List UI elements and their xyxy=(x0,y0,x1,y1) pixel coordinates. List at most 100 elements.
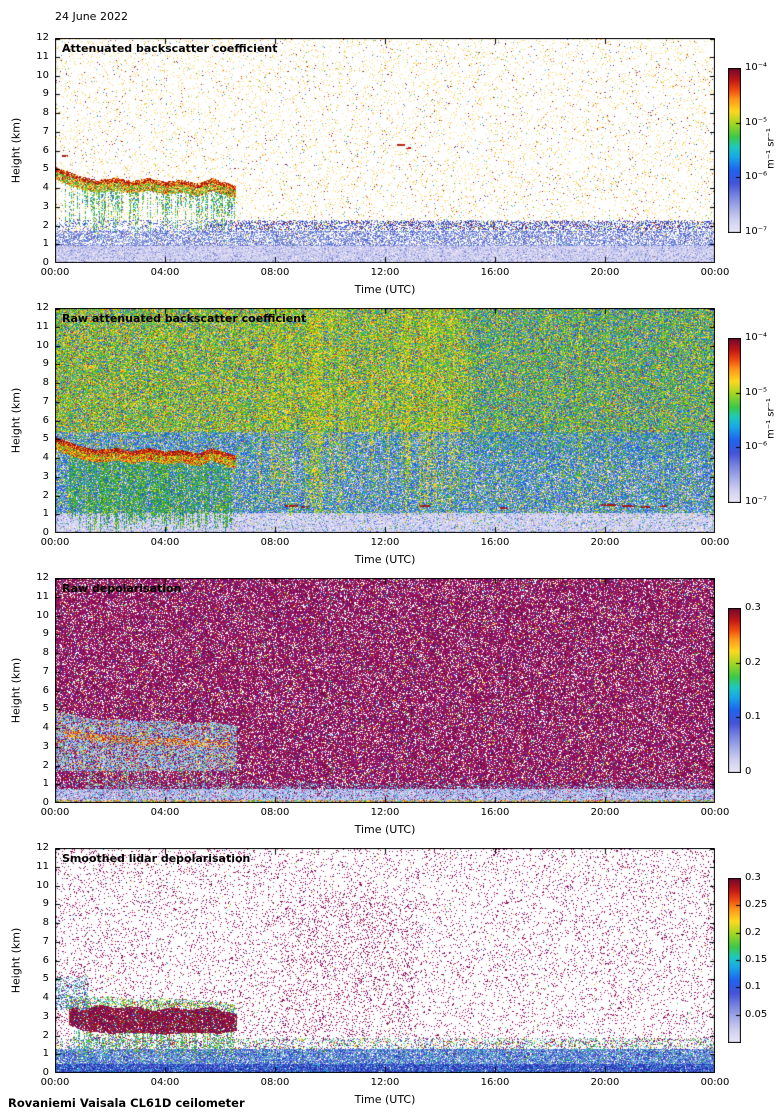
colorbar-ticks: 0.3 0.2 0.1 0 xyxy=(745,578,780,803)
x-tick-label: 00:00 xyxy=(40,537,70,548)
y-tick-label: 11 xyxy=(36,320,49,332)
panel-raw-attenuated-backscatter: Height (km) 0 1 2 3 4 5 6 7 8 9 10 11 12 Raw attenua… xyxy=(0,302,780,578)
x-axis-label: Time (UTC) xyxy=(354,823,416,836)
heatmap-attenuated-backscatter xyxy=(55,38,715,263)
colorbar-tick-label: 10⁻⁵ xyxy=(745,116,768,128)
colorbar-tick-label: 0.3 xyxy=(745,872,761,883)
x-tick-label: 16:00 xyxy=(480,1077,510,1088)
x-tick-label: 12:00 xyxy=(370,1077,400,1088)
colorbar-ticks: 10⁻⁴ 10⁻⁵ 10⁻⁶ 10⁻⁷ xyxy=(745,38,780,263)
y-tick-label: 8 xyxy=(42,917,49,928)
y-tick-label: 8 xyxy=(42,647,49,658)
y-tick-label: 5 xyxy=(42,703,49,715)
colorbar-tick-label: 10⁻⁵ xyxy=(745,386,768,398)
colorbar-tick-label: 10⁻⁷ xyxy=(745,226,768,237)
y-tick-label: 12 xyxy=(36,302,49,313)
panel-title: Raw attenuated backscatter coefficient xyxy=(62,312,307,325)
panel-raw-depolarisation: Height (km) 0 1 2 3 4 5 6 7 8 9 10 11 12 Raw depolar… xyxy=(0,572,780,848)
y-tick-label: 2 xyxy=(42,1029,49,1041)
y-tick-label: 9 xyxy=(42,88,49,100)
x-axis-ticks: 00:00 04:00 08:00 12:00 16:00 20:00 00:00 xyxy=(41,807,730,820)
y-tick-label: 3 xyxy=(42,470,49,482)
x-tick-label: 04:00 xyxy=(150,807,180,818)
y-tick-label: 4 xyxy=(42,182,49,193)
y-tick-label: 1 xyxy=(42,508,49,520)
panel-title: Smoothed lidar depolarisation xyxy=(62,852,251,865)
x-axis-ticks: 00:00 04:00 08:00 12:00 16:00 20:00 00:00 xyxy=(41,267,730,280)
x-tick-label: 08:00 xyxy=(260,267,290,278)
y-tick-label: 4 xyxy=(42,992,49,1003)
y-tick-label: 12 xyxy=(36,32,49,43)
x-tick-label: 12:00 xyxy=(370,537,400,548)
y-tick-label: 11 xyxy=(36,860,49,872)
y-tick-label: 7 xyxy=(42,395,49,407)
y-tick-label: 10 xyxy=(36,609,49,621)
colorbar-unit-label: m⁻¹ sr⁻¹ xyxy=(765,398,777,439)
colorbar-tick-label: 0.1 xyxy=(745,981,761,993)
y-tick-label: 8 xyxy=(42,377,49,388)
y-tick-label: 1 xyxy=(42,778,49,790)
colorbar-raw-depolarisation xyxy=(728,608,741,773)
x-tick-label: 00:00 xyxy=(700,267,730,278)
x-tick-label: 16:00 xyxy=(480,267,510,278)
y-tick-label: 0 xyxy=(42,257,49,268)
x-tick-label: 12:00 xyxy=(370,807,400,818)
y-tick-label: 0 xyxy=(42,527,49,538)
date-label: 24 June 2022 xyxy=(55,10,128,23)
x-tick-label: 20:00 xyxy=(590,1077,620,1088)
colorbar-smoothed-depolarisation xyxy=(728,878,741,1043)
y-tick-label: 5 xyxy=(42,973,49,985)
colorbar-tick-label: 0.15 xyxy=(745,954,768,965)
panel-title: Attenuated backscatter coefficient xyxy=(62,42,278,55)
y-axis-ticks: 0 1 2 3 4 5 6 7 8 9 10 11 12 xyxy=(0,572,49,808)
x-tick-label: 04:00 xyxy=(150,537,180,548)
colorbar-tick-label: 0.1 xyxy=(745,711,761,723)
y-tick-label: 4 xyxy=(42,452,49,463)
colorbar-unit-label: m⁻¹ sr⁻¹ xyxy=(765,128,777,169)
y-tick-label: 0 xyxy=(42,1067,49,1078)
y-tick-label: 10 xyxy=(36,879,49,891)
y-tick-label: 12 xyxy=(36,842,49,853)
y-tick-label: 7 xyxy=(42,935,49,947)
colorbar-tick-label: 0.05 xyxy=(745,1008,768,1020)
y-tick-label: 2 xyxy=(42,219,49,231)
colorbar-tick-label: 10⁻⁶ xyxy=(745,171,768,183)
heatmap-raw-attenuated-backscatter xyxy=(55,308,715,533)
x-tick-label: 12:00 xyxy=(370,267,400,278)
y-tick-label: 1 xyxy=(42,1048,49,1060)
colorbar-tick-label: 0.2 xyxy=(745,656,761,668)
x-tick-label: 00:00 xyxy=(40,267,70,278)
x-axis-label: Time (UTC) xyxy=(354,1093,416,1106)
y-axis-ticks: 0 1 2 3 4 5 6 7 8 9 10 11 12 xyxy=(0,32,49,268)
y-tick-label: 3 xyxy=(42,740,49,752)
colorbar-ticks: 0.3 0.25 0.2 0.15 0.1 0.05 xyxy=(745,848,780,1073)
y-tick-label: 2 xyxy=(42,759,49,771)
y-tick-label: 2 xyxy=(42,489,49,501)
y-tick-label: 6 xyxy=(42,414,49,426)
x-tick-label: 20:00 xyxy=(590,267,620,278)
instrument-label: Rovaniemi Vaisala CL61D ceilometer xyxy=(8,1096,245,1110)
y-tick-label: 3 xyxy=(42,200,49,212)
y-tick-label: 5 xyxy=(42,163,49,175)
colorbar-ticks: 10⁻⁴ 10⁻⁵ 10⁻⁶ 10⁻⁷ xyxy=(745,308,780,533)
x-tick-label: 04:00 xyxy=(150,267,180,278)
y-tick-label: 9 xyxy=(42,898,49,910)
y-tick-label: 1 xyxy=(42,238,49,250)
colorbar-tick-label: 10⁻⁴ xyxy=(745,332,768,343)
y-tick-label: 3 xyxy=(42,1010,49,1022)
y-tick-label: 0 xyxy=(42,797,49,808)
x-tick-label: 00:00 xyxy=(700,1077,730,1088)
y-tick-label: 7 xyxy=(42,665,49,677)
x-tick-label: 08:00 xyxy=(260,537,290,548)
panel-attenuated-backscatter: Height (km) 0 1 2 3 4 5 6 7 8 9 10 11 12 Attenuated … xyxy=(0,32,780,308)
heatmap-smoothed-depolarisation xyxy=(55,848,715,1073)
y-tick-label: 8 xyxy=(42,107,49,118)
y-tick-label: 9 xyxy=(42,628,49,640)
colorbar-tick-label: 0.2 xyxy=(745,926,761,938)
colorbar-tick-label: 0 xyxy=(745,766,752,777)
y-tick-label: 6 xyxy=(42,954,49,966)
y-axis-ticks: 0 1 2 3 4 5 6 7 8 9 10 11 12 xyxy=(0,842,49,1078)
x-axis-ticks: 00:00 04:00 08:00 12:00 16:00 20:00 00:00 xyxy=(41,1077,730,1090)
x-tick-label: 00:00 xyxy=(700,537,730,548)
